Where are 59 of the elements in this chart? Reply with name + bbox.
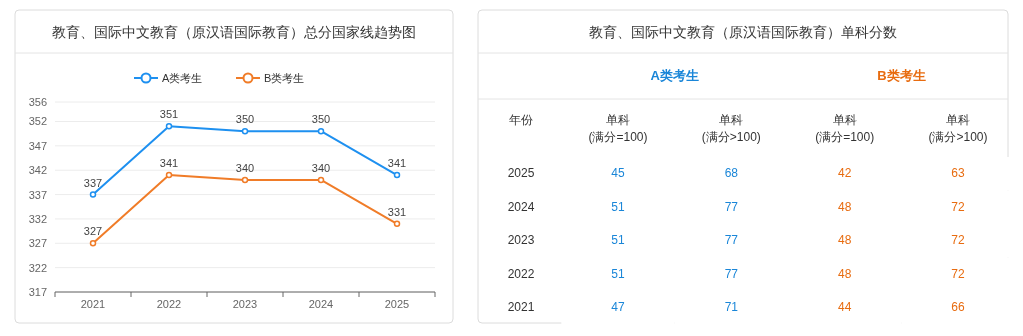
data-label: 47 bbox=[611, 300, 625, 314]
data-label: 72 bbox=[951, 266, 965, 281]
data-label: 71 bbox=[724, 300, 739, 314]
text: B类考生 bbox=[877, 68, 926, 83]
y-tick-label: 337 bbox=[28, 188, 47, 201]
y-tick-label: 342 bbox=[28, 164, 47, 177]
y-tick-label: 2024 bbox=[507, 199, 535, 214]
data-label: 340 bbox=[235, 161, 255, 174]
y-tick-label: 322 bbox=[28, 261, 47, 274]
data-label: 44 bbox=[837, 300, 852, 314]
data-label: 351 bbox=[159, 108, 179, 121]
data-label: 327 bbox=[83, 225, 103, 238]
data-label: 331 bbox=[387, 205, 407, 218]
data-label: 72 bbox=[951, 199, 965, 214]
data-label: 51 bbox=[611, 266, 625, 281]
chart-title: 教育、国际中文教育（原汉语国际教育）单科分数 bbox=[589, 24, 897, 40]
data-label: 350 bbox=[311, 113, 331, 126]
y-axis-title: 年份 bbox=[509, 113, 533, 127]
x-tick-label: 单科 (满分>100) bbox=[928, 113, 988, 144]
x-tick-label: 单科 (满分=100) bbox=[588, 113, 648, 144]
x-tick-label: 单科 (满分>100) bbox=[701, 113, 761, 144]
legend-label: A类考生 bbox=[162, 72, 203, 84]
y-tick-label: 332 bbox=[28, 212, 47, 225]
data-label: 68 bbox=[724, 166, 739, 180]
x-tick-label: 2023 bbox=[232, 298, 258, 310]
data-label: 72 bbox=[951, 233, 965, 247]
y-tick-label: 356 bbox=[28, 96, 47, 108]
y-tick-label: 347 bbox=[28, 139, 47, 152]
data-label: 337 bbox=[83, 176, 103, 189]
y-tick-label: 317 bbox=[28, 286, 47, 298]
data-label: 51 bbox=[611, 199, 625, 214]
y-tick-label: 352 bbox=[28, 115, 47, 128]
x-tick-label: 2025 bbox=[384, 298, 410, 310]
data-label: 45 bbox=[611, 166, 625, 180]
data-label: 341 bbox=[387, 157, 407, 170]
x-tick-label: 2022 bbox=[156, 298, 182, 310]
y-tick-label: 2025 bbox=[507, 166, 535, 180]
text: A类考生 bbox=[650, 68, 699, 83]
x-tick-label: 2024 bbox=[308, 298, 334, 310]
data-label: 66 bbox=[951, 300, 965, 314]
y-tick-label: 2022 bbox=[507, 266, 535, 281]
y-tick-label: 327 bbox=[28, 237, 47, 250]
data-label: 340 bbox=[311, 161, 331, 174]
data-label: 63 bbox=[951, 166, 965, 180]
chart-title: 教育、国际中文教育（原汉语国际教育）总分国家线趋势图 bbox=[52, 24, 416, 40]
data-label: 341 bbox=[159, 157, 179, 170]
data-label: 48 bbox=[837, 199, 852, 214]
x-tick-label: 2021 bbox=[80, 298, 106, 310]
data-label: 77 bbox=[724, 199, 739, 214]
y-tick-label: 2023 bbox=[507, 233, 535, 247]
data-label: 48 bbox=[837, 233, 852, 247]
data-label: 77 bbox=[724, 266, 739, 281]
legend-label: B类考生 bbox=[264, 72, 305, 84]
data-label: 51 bbox=[611, 233, 625, 247]
data-label: 42 bbox=[837, 166, 852, 180]
data-label: 350 bbox=[235, 113, 255, 126]
data-label: 77 bbox=[724, 233, 739, 247]
x-tick-label: 单科 (满分=100) bbox=[815, 113, 875, 144]
data-label: 48 bbox=[837, 266, 852, 281]
